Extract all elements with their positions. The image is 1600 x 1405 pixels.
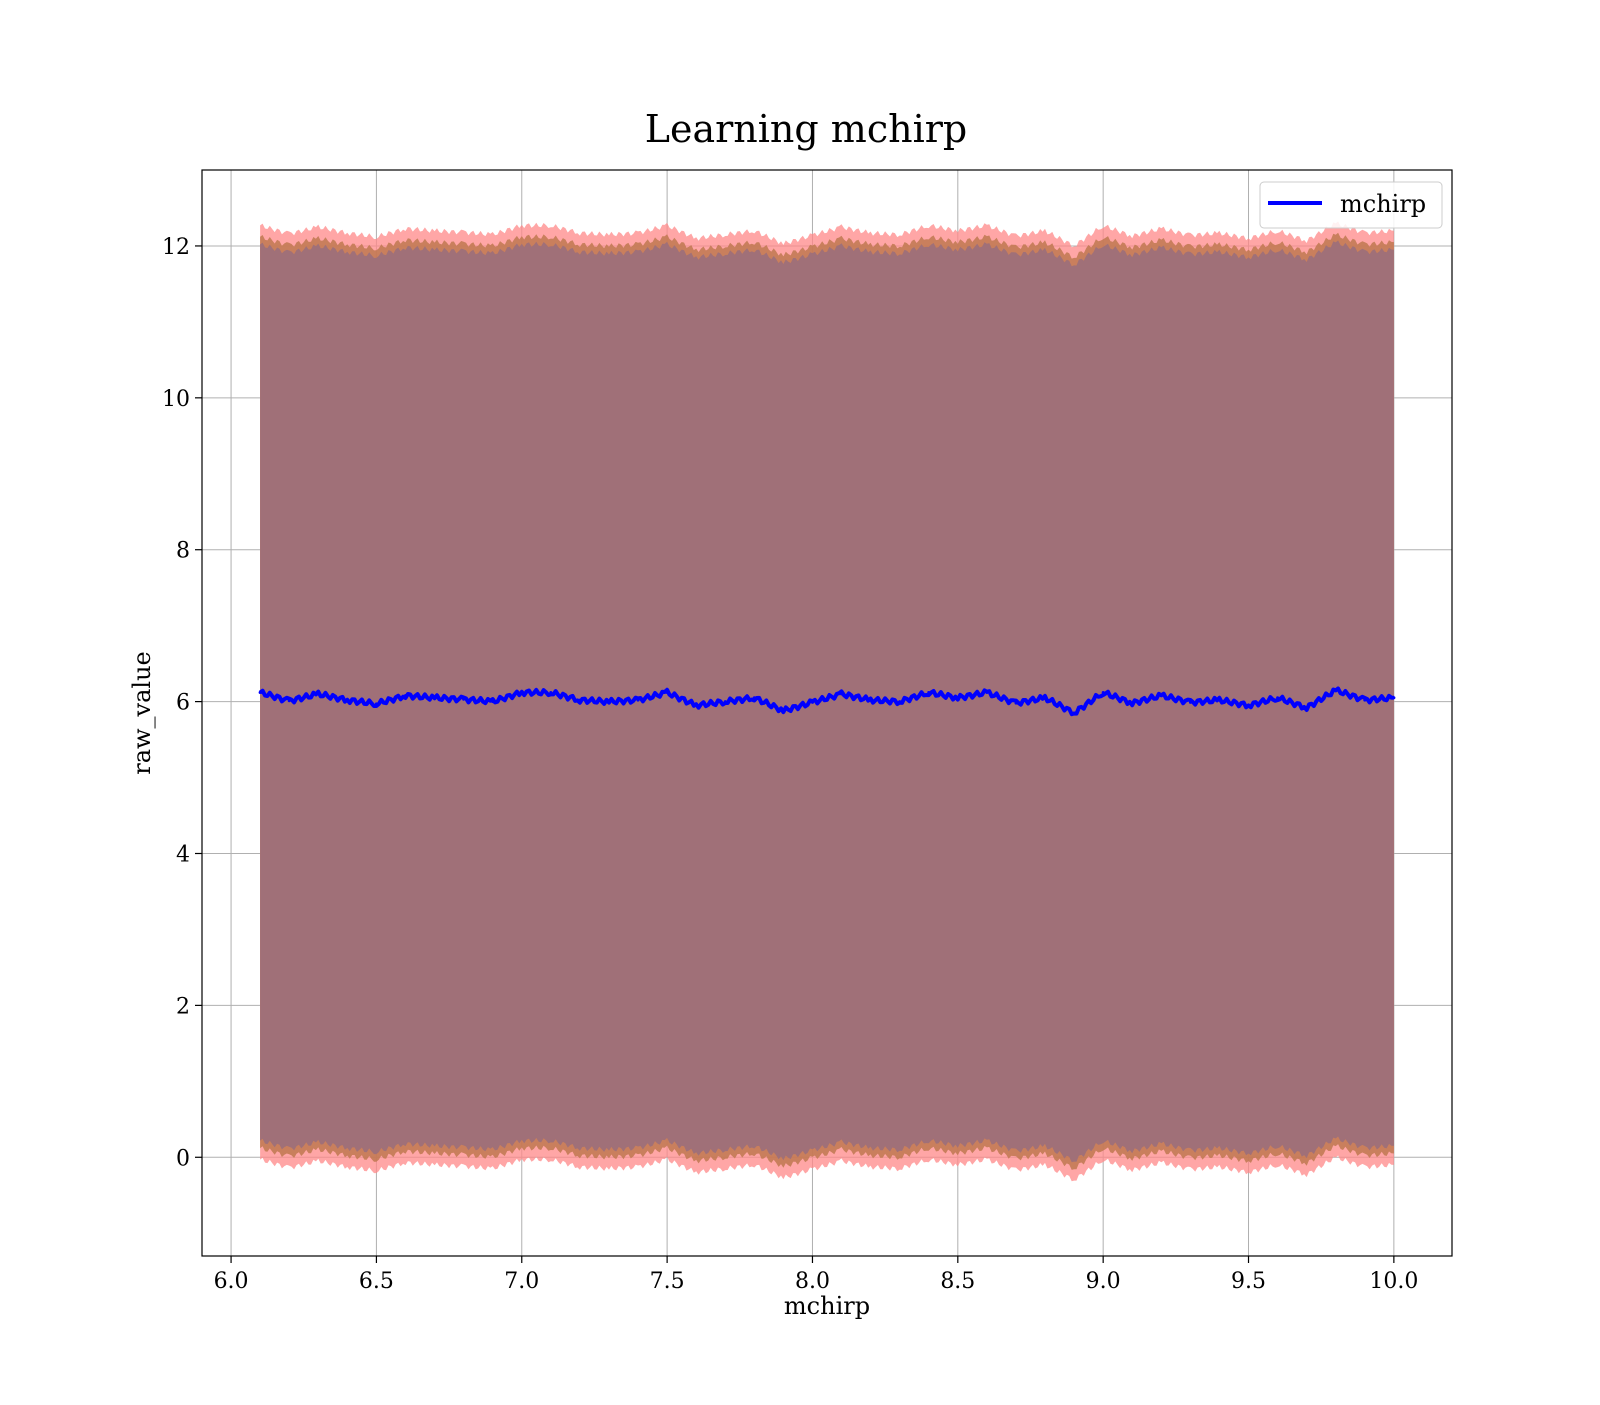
x-ticks: 6.0 6.5 7.0 7.5 8.0 8.5 9.0 9.5 10.0	[214, 1256, 1418, 1294]
data-point	[636, 698, 640, 702]
data-point	[985, 691, 989, 694]
y-axis-label: raw_value	[128, 651, 156, 775]
y-tick-label: 4	[176, 842, 190, 867]
data-point	[1043, 696, 1047, 700]
x-tick-label: 9.0	[1086, 1269, 1121, 1294]
y-tick-label: 10	[162, 387, 190, 412]
data-point	[549, 691, 553, 694]
data-point	[1014, 701, 1018, 705]
legend-label-mchirp: mchirp	[1340, 190, 1426, 218]
legend-box	[1259, 181, 1443, 229]
y-tick-label: 8	[176, 539, 190, 564]
data-point	[578, 698, 582, 702]
data-point	[869, 698, 873, 702]
data-point	[840, 692, 843, 696]
data-point	[1392, 696, 1396, 700]
data-point	[1276, 696, 1280, 700]
data-point	[927, 691, 931, 694]
data-point	[345, 698, 349, 702]
y-tick-label: 0	[176, 1146, 190, 1171]
data-point	[258, 691, 262, 694]
data-point	[607, 700, 611, 704]
legend: mchirp	[1259, 181, 1443, 229]
x-tick-label: 10.0	[1369, 1269, 1418, 1294]
x-axis-label: mchirp	[784, 1292, 870, 1320]
x-tick-label: 7.5	[650, 1269, 685, 1294]
data-point	[1247, 703, 1250, 707]
y-tick-label: 6	[176, 691, 190, 716]
data-point	[1101, 691, 1105, 694]
data-point	[665, 691, 669, 694]
data-point	[1072, 711, 1076, 715]
data-point	[781, 709, 785, 713]
data-point	[491, 700, 495, 704]
x-tick-label: 9.5	[1231, 1269, 1266, 1294]
data-point	[1130, 701, 1134, 705]
data-point	[723, 700, 727, 704]
y-tick-label: 2	[176, 994, 190, 1019]
data-point	[520, 691, 524, 694]
data-point	[694, 703, 698, 707]
x-tick-label: 6.5	[359, 1269, 394, 1294]
data-point	[374, 702, 378, 706]
y-ticks: 0 2 4 6 8 10 12	[162, 235, 202, 1171]
series-line-mchirp	[258, 686, 1395, 717]
x-tick-label: 8.5	[940, 1269, 975, 1294]
data-point	[956, 696, 960, 700]
data-point	[462, 697, 466, 701]
data-point	[1305, 706, 1309, 710]
data-point	[898, 700, 902, 704]
data-point	[1334, 688, 1338, 692]
x-tick-label: 6.0	[214, 1269, 249, 1294]
data-point	[316, 692, 320, 696]
data-point	[1159, 694, 1163, 697]
data-point	[752, 696, 756, 700]
x-tick-label: 7.0	[504, 1269, 539, 1294]
x-tick-label: 8.0	[795, 1269, 830, 1294]
y-tick-label: 12	[162, 235, 190, 260]
data-point	[1217, 698, 1221, 702]
data-point	[404, 694, 407, 697]
data-point	[1188, 700, 1192, 704]
plot-frame	[201, 169, 1453, 1257]
data-point	[1363, 698, 1367, 702]
data-point	[811, 700, 814, 704]
data-point	[433, 696, 437, 700]
chart-title: Learning mchirp	[645, 107, 967, 151]
series-lines	[258, 686, 1396, 717]
data-point	[287, 699, 291, 703]
